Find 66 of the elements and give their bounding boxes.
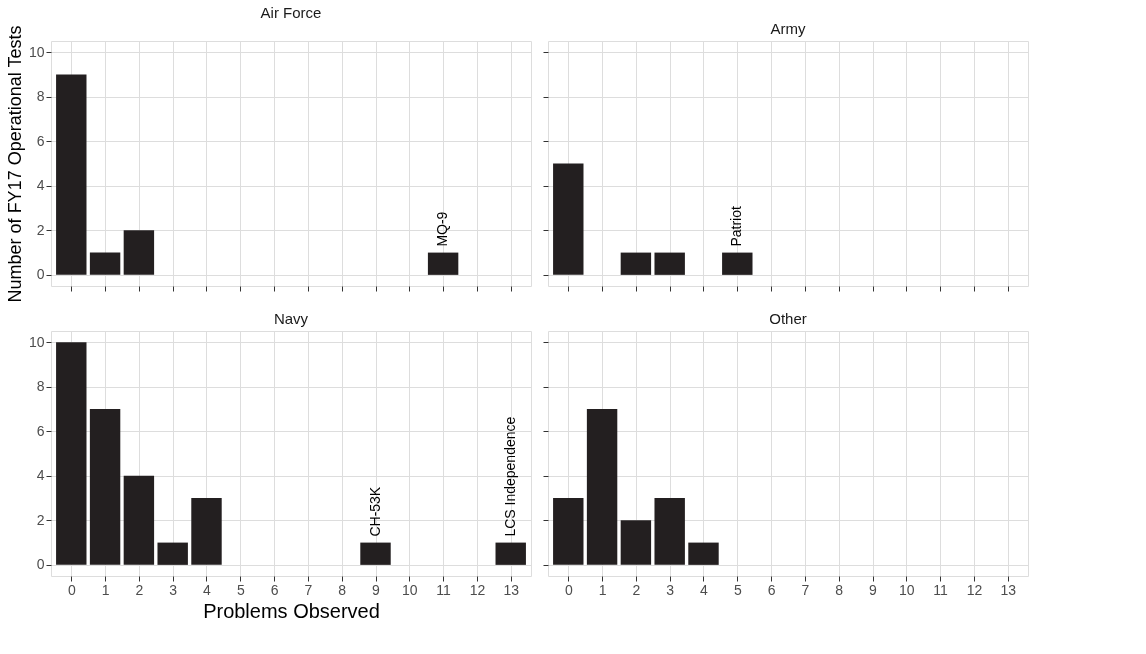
x-tick-label: 11 (436, 581, 452, 598)
bar (553, 498, 584, 565)
x-tick-label: 10 (899, 581, 915, 598)
bar (427, 252, 459, 275)
annotation: LCS Independence (501, 416, 518, 537)
y-tick-label: 8 (36, 88, 45, 105)
bar (56, 74, 87, 275)
y-tick-label: 4 (36, 467, 45, 484)
x-tick-label: 10 (402, 581, 418, 598)
y-tick-label: 8 (36, 378, 45, 395)
x-tick-label: 1 (598, 581, 607, 598)
bar (586, 408, 618, 565)
annotation: MQ-9 (434, 211, 451, 247)
x-tick-label: 6 (767, 581, 776, 598)
x-tick-label: 5 (733, 581, 742, 598)
x-tick-label: 4 (700, 581, 709, 598)
y-tick-label: 2 (36, 511, 45, 528)
chart-title: Navy (273, 310, 309, 327)
y-tick-label: 10 (28, 333, 45, 350)
x-tick-label: 2 (135, 581, 144, 598)
y-tick-label: 10 (28, 43, 45, 60)
bar (688, 542, 719, 565)
bar (191, 498, 222, 565)
y-tick-label: 2 (36, 221, 45, 238)
y-axis-title: Number of FY17 Operational Tests (4, 25, 25, 303)
x-tick-label: 6 (270, 581, 279, 598)
y-tick-label: 6 (36, 132, 45, 149)
bar (56, 342, 87, 565)
x-tick-label: 0 (67, 581, 76, 598)
x-tick-label: 13 (1000, 581, 1017, 598)
bar (495, 542, 526, 565)
x-tick-label: 3 (666, 581, 675, 598)
bar (123, 230, 155, 275)
x-tick-label: 8 (835, 581, 844, 598)
bar (360, 542, 391, 565)
x-tick-label: 12 (469, 581, 486, 598)
annotation: Patriot (728, 206, 745, 247)
bar (654, 498, 685, 565)
y-tick-label: 0 (36, 266, 45, 283)
bar (157, 542, 188, 565)
x-axis-title: Problems Observed (203, 599, 380, 622)
x-tick-label: 0 (564, 581, 573, 598)
x-tick-label: 5 (236, 581, 245, 598)
bar (123, 475, 155, 565)
x-tick-label: 4 (203, 581, 212, 598)
chart-title: Other (769, 310, 807, 327)
x-tick-label: 2 (632, 581, 641, 598)
x-tick-label: 8 (338, 581, 347, 598)
x-tick-label: 11 (933, 581, 949, 598)
y-tick-label: 0 (36, 556, 45, 573)
annotation: CH-53K (366, 486, 383, 537)
chart-title: Army (770, 20, 806, 37)
x-tick-label: 12 (966, 581, 983, 598)
x-tick-label: 13 (503, 581, 520, 598)
x-tick-label: 1 (101, 581, 110, 598)
bar (89, 408, 121, 565)
x-tick-label: 7 (801, 581, 810, 598)
x-tick-label: 9 (869, 581, 878, 598)
x-tick-label: 3 (169, 581, 178, 598)
y-tick-label: 6 (36, 422, 45, 439)
x-tick-label: 9 (372, 581, 381, 598)
chart-title: Air Force (260, 3, 322, 21)
x-tick-label: 7 (304, 581, 313, 598)
y-tick-label: 4 (36, 177, 45, 194)
bar (620, 520, 652, 565)
bar (89, 252, 121, 275)
